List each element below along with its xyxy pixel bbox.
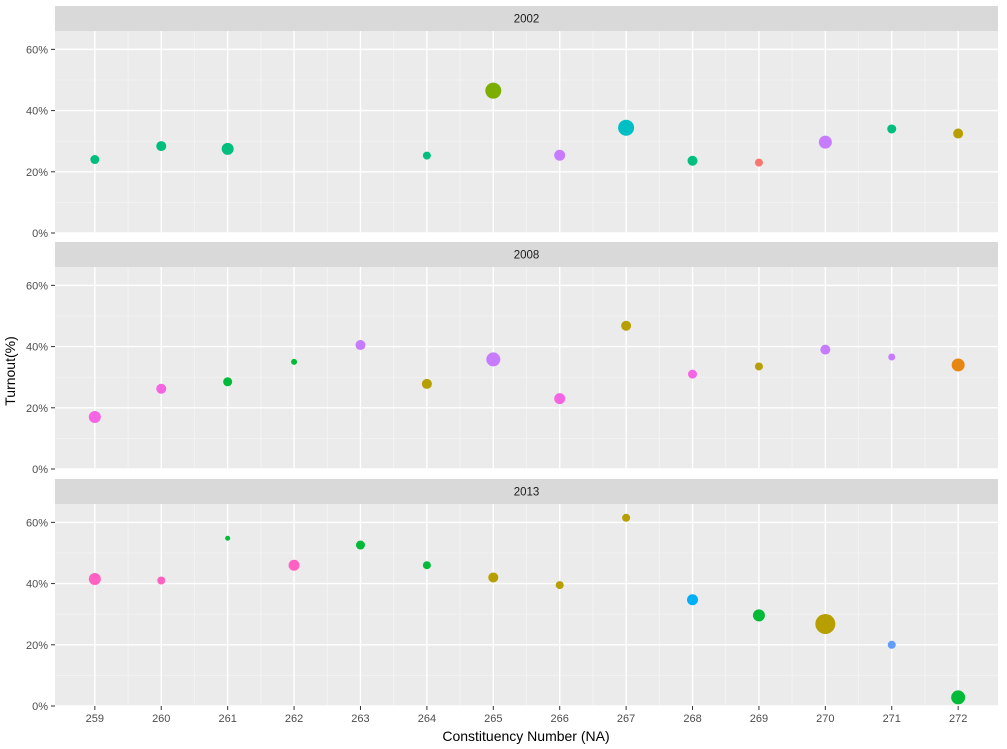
x-tick-label: 259 [86,713,104,725]
y-axis-title: Turnout(%) [2,336,18,406]
data-point-2013-261 [225,535,231,541]
data-point-2013-263 [355,540,365,550]
y-tick-label: 0% [32,464,48,476]
data-point-2002-268 [687,155,698,166]
data-point-2013-271 [887,640,896,649]
y-tick-label: 20% [26,403,48,415]
x-tick-label: 266 [551,713,569,725]
facet-strip-label: 2008 [514,250,540,262]
y-tick-label: 0% [32,701,48,713]
x-axis-title: Constituency Number (NA) [442,728,609,744]
y-tick-label: 0% [32,228,48,240]
data-point-2002-264 [422,151,431,160]
x-tick-label: 271 [883,713,901,725]
data-point-2013-265 [488,572,499,583]
facet-panels: 2002 0% 20% 40% 60% 2008 0% 20% 40% 60% 2013 0% 20% 4… [26,6,998,713]
x-tick-label: 265 [484,713,502,725]
y-tick-label: 20% [26,640,48,652]
y-tick-label: 40% [26,579,48,591]
data-point-2008-271 [888,353,896,361]
facet-2002: 2002 0% 20% 40% 60% [26,6,998,240]
facet-strip [55,242,998,267]
data-point-2008-265 [486,352,501,367]
x-tick-label: 268 [683,713,701,725]
facet-strip [55,6,998,31]
data-point-2008-259 [88,410,101,423]
x-tick-label: 264 [418,713,436,725]
data-point-2013-264 [422,561,431,570]
data-point-2008-261 [223,377,233,387]
y-tick-label: 60% [26,280,48,292]
x-tick-label: 262 [285,713,303,725]
data-point-2002-259 [90,155,100,165]
y-tick-label: 60% [26,44,48,56]
data-point-2013-259 [88,572,101,585]
x-tick-label: 263 [351,713,369,725]
data-point-2008-263 [355,340,366,351]
data-point-2008-262 [291,358,298,365]
facet-2013: 2013 0% 20% 40% 60% [26,479,998,713]
data-point-2002-261 [221,142,234,155]
x-tick-label: 260 [152,713,170,725]
data-point-2013-270 [815,613,836,634]
data-point-2013-266 [555,581,564,590]
data-point-2013-260 [157,576,166,585]
data-point-2008-272 [951,358,965,372]
data-point-2008-264 [421,378,432,389]
y-tick-label: 20% [26,167,48,179]
y-tick-label: 40% [26,342,48,354]
facet-strip-label: 2013 [514,487,540,499]
data-point-2002-267 [618,119,635,136]
data-point-2002-272 [953,128,964,139]
data-point-2008-260 [156,383,167,394]
data-point-2013-268 [687,594,699,606]
x-tick-label: 261 [218,713,236,725]
data-point-2008-270 [820,344,831,355]
data-point-2002-269 [754,158,763,167]
facet-strip-label: 2002 [514,14,540,26]
data-point-2002-270 [818,135,832,149]
data-point-2013-267 [622,513,631,522]
x-tick-label: 269 [750,713,768,725]
y-tick-label: 40% [26,106,48,118]
data-point-2002-260 [156,141,167,152]
data-point-2008-266 [554,393,566,405]
data-point-2002-271 [887,124,897,134]
data-point-2008-267 [621,320,632,331]
y-tick-label: 60% [26,517,48,529]
data-point-2002-266 [554,149,566,161]
x-tick-label: 267 [617,713,635,725]
x-tick-label: 272 [949,713,967,725]
facet-strip [55,479,998,504]
x-axis: 259 260 261 262 263 264 265 266 267 268 269 270 271 2… [86,706,967,725]
facet-2008: 2008 0% 20% 40% 60% [26,242,998,476]
data-point-2013-272 [951,690,966,705]
data-point-2008-268 [688,369,698,379]
data-point-2002-265 [485,82,502,99]
data-point-2013-262 [288,559,300,571]
data-point-2008-269 [754,362,763,371]
x-tick-label: 270 [816,713,834,725]
data-point-2013-269 [752,609,765,622]
